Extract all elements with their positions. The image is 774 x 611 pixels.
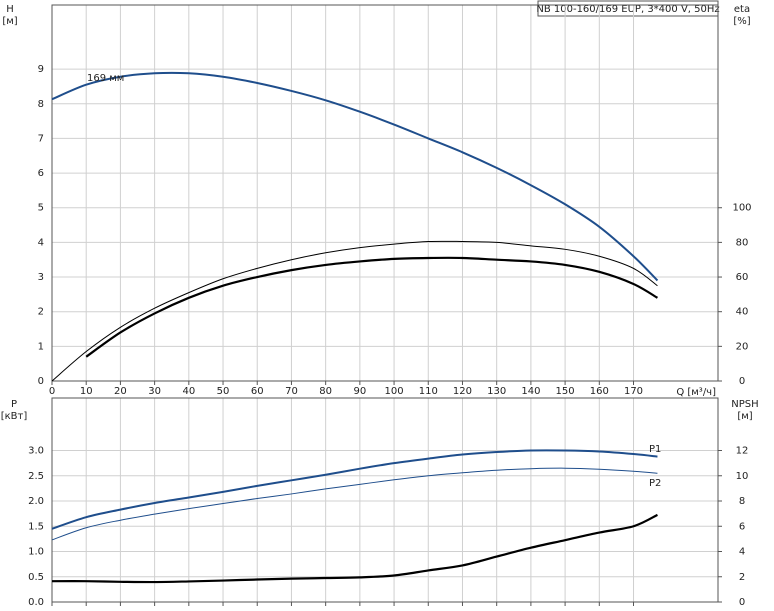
curve [51, 71, 659, 282]
x-tick-label: 0 [49, 386, 55, 397]
y-tick-label: 2.5 [28, 471, 44, 482]
y2-tick-label: 0 [739, 597, 745, 608]
plot-frame [51, 397, 719, 603]
y-tick-label: 5 [38, 203, 44, 214]
y-label: H [6, 4, 14, 15]
x-tick-label: 30 [148, 386, 161, 397]
y2-tick-label: 20 [736, 341, 749, 352]
y-tick-label: 6 [38, 168, 44, 179]
y-tick-label: 2.0 [28, 496, 44, 507]
x-tick-label: 160 [590, 386, 609, 397]
x-tick-label: 140 [521, 386, 540, 397]
x-tick-label: 170 [624, 386, 643, 397]
y-label: P [11, 399, 17, 410]
y-tick-label: 3.0 [28, 446, 44, 457]
x-tick-label: 70 [285, 386, 298, 397]
y-tick-label: 7 [38, 133, 44, 144]
y2-tick-label: 12 [736, 446, 749, 457]
plot-frame [51, 4, 719, 382]
y2-label: [%] [733, 16, 750, 27]
y2-label: eta [734, 4, 750, 15]
curve-label: P2 [649, 478, 661, 489]
x-label: Q [м³/ч] [676, 387, 716, 398]
curve [51, 449, 658, 530]
y2-label: NPSH [731, 399, 758, 410]
y2-tick-label: 4 [739, 547, 745, 558]
y2-tick-label: 80 [736, 237, 749, 248]
curve-label: P1 [649, 444, 661, 455]
x-tick-label: 60 [251, 386, 264, 397]
x-tick-label: 10 [80, 386, 93, 397]
y2-tick-label: 100 [732, 203, 751, 214]
y-tick-label: 8 [38, 99, 44, 110]
x-tick-label: 110 [419, 386, 438, 397]
y-label: [кВт] [1, 411, 28, 422]
y-tick-label: 1.5 [28, 521, 44, 532]
y-tick-label: 0 [38, 376, 44, 387]
curve [51, 513, 658, 584]
x-tick-label: 50 [217, 386, 230, 397]
y-tick-label: 4 [38, 237, 44, 248]
y-label: [м] [2, 16, 17, 27]
y-tick-label: 1.0 [28, 547, 44, 558]
x-tick-label: 20 [114, 386, 127, 397]
curve [51, 240, 658, 382]
curve [51, 467, 658, 541]
curve [85, 256, 659, 358]
y-tick-label: 2 [38, 307, 44, 318]
y-tick-label: 3 [38, 272, 44, 283]
curve-label: 169 мм [87, 73, 124, 84]
x-tick-label: 100 [385, 386, 404, 397]
x-tick-label: 80 [319, 386, 332, 397]
y-tick-label: 0.0 [28, 597, 44, 608]
x-tick-label: 40 [182, 386, 195, 397]
y-tick-label: 1 [38, 341, 44, 352]
x-tick-label: 120 [453, 386, 472, 397]
y2-tick-label: 6 [739, 521, 745, 532]
y-tick-label: 9 [38, 64, 44, 75]
x-tick-label: 90 [353, 386, 366, 397]
chart-title: NB 100-160/169 EUP, 3*400 V, 50Hz [536, 4, 719, 15]
y2-tick-label: 8 [739, 496, 745, 507]
x-tick-label: 150 [556, 386, 575, 397]
y-tick-label: 0.5 [28, 572, 44, 583]
x-tick-label: 130 [487, 386, 506, 397]
y2-tick-label: 0 [739, 376, 745, 387]
y2-tick-label: 60 [736, 272, 749, 283]
y2-tick-label: 10 [736, 471, 749, 482]
y2-tick-label: 40 [736, 307, 749, 318]
y2-tick-label: 2 [739, 572, 745, 583]
y2-label: [м] [737, 411, 752, 422]
